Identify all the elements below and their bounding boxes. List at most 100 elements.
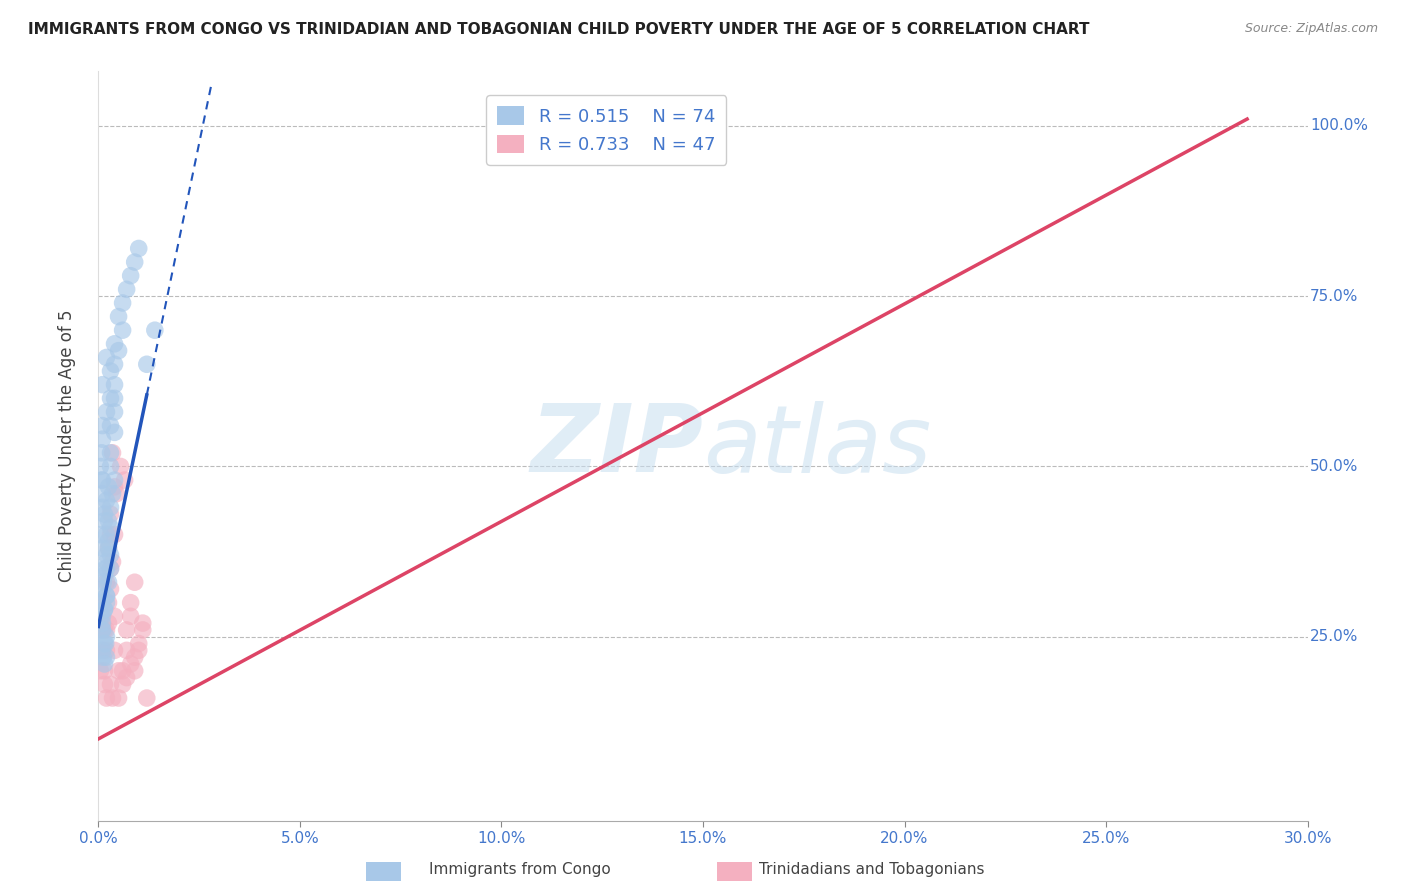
Point bbox=[96, 623, 118, 637]
Point bbox=[91, 575, 114, 590]
Point bbox=[115, 643, 138, 657]
Point bbox=[124, 575, 146, 590]
Point bbox=[93, 636, 115, 650]
Point bbox=[90, 609, 112, 624]
Point bbox=[110, 459, 132, 474]
Point bbox=[96, 351, 118, 365]
Point bbox=[91, 582, 114, 596]
Text: 100.0%: 100.0% bbox=[1310, 119, 1368, 133]
Point bbox=[120, 609, 142, 624]
Point bbox=[93, 568, 115, 582]
Point bbox=[128, 242, 150, 256]
Point bbox=[100, 561, 122, 575]
Point bbox=[114, 473, 136, 487]
Point bbox=[89, 596, 111, 610]
Point bbox=[107, 691, 129, 706]
Text: 25.0%: 25.0% bbox=[1310, 629, 1358, 644]
Point bbox=[97, 596, 120, 610]
Legend: R = 0.515    N = 74, R = 0.733    N = 47: R = 0.515 N = 74, R = 0.733 N = 47 bbox=[486, 95, 725, 165]
Point bbox=[103, 609, 125, 624]
Point bbox=[96, 493, 118, 508]
Point bbox=[91, 623, 114, 637]
Point bbox=[96, 589, 118, 603]
Text: ZIP: ZIP bbox=[530, 400, 703, 492]
Text: 75.0%: 75.0% bbox=[1310, 289, 1358, 303]
Point bbox=[97, 616, 120, 631]
Point bbox=[93, 664, 115, 678]
Point bbox=[91, 623, 114, 637]
Point bbox=[105, 486, 128, 500]
Point bbox=[97, 541, 120, 556]
Point bbox=[103, 405, 125, 419]
Text: IMMIGRANTS FROM CONGO VS TRINIDADIAN AND TOBAGONIAN CHILD POVERTY UNDER THE AGE : IMMIGRANTS FROM CONGO VS TRINIDADIAN AND… bbox=[28, 22, 1090, 37]
Point bbox=[96, 691, 118, 706]
Point bbox=[91, 616, 114, 631]
Point bbox=[100, 527, 122, 541]
Point bbox=[100, 582, 122, 596]
Point bbox=[100, 446, 122, 460]
Point bbox=[103, 336, 125, 351]
Point bbox=[120, 657, 142, 671]
Point bbox=[97, 541, 120, 556]
Point bbox=[135, 357, 157, 371]
Point bbox=[96, 650, 118, 665]
Point bbox=[93, 602, 115, 616]
Point bbox=[93, 514, 115, 528]
Point bbox=[91, 643, 114, 657]
Point bbox=[91, 596, 114, 610]
Point bbox=[124, 664, 146, 678]
Point bbox=[115, 282, 138, 296]
Point bbox=[97, 534, 120, 549]
Point bbox=[103, 527, 125, 541]
Text: atlas: atlas bbox=[703, 401, 931, 491]
Point bbox=[103, 392, 125, 406]
Point bbox=[91, 377, 114, 392]
Point bbox=[124, 650, 146, 665]
Point bbox=[100, 521, 122, 535]
Point bbox=[96, 548, 118, 562]
Point bbox=[100, 500, 122, 515]
Point bbox=[120, 596, 142, 610]
Point bbox=[91, 500, 114, 515]
Point bbox=[89, 609, 111, 624]
Point bbox=[111, 323, 134, 337]
Point bbox=[100, 364, 122, 378]
Point bbox=[103, 643, 125, 657]
Point bbox=[103, 357, 125, 371]
Point bbox=[100, 459, 122, 474]
Point bbox=[91, 643, 114, 657]
Point bbox=[91, 432, 114, 446]
Point bbox=[101, 555, 124, 569]
Point bbox=[101, 691, 124, 706]
Point bbox=[97, 575, 120, 590]
Text: Trinidadians and Tobagonians: Trinidadians and Tobagonians bbox=[759, 863, 984, 877]
Point bbox=[91, 418, 114, 433]
Point bbox=[100, 418, 122, 433]
Point bbox=[93, 623, 115, 637]
Point bbox=[94, 561, 117, 575]
Point bbox=[135, 691, 157, 706]
Point bbox=[96, 630, 118, 644]
Point bbox=[96, 589, 118, 603]
Point bbox=[124, 255, 146, 269]
Point bbox=[100, 677, 122, 691]
Point bbox=[107, 664, 129, 678]
Point bbox=[96, 555, 118, 569]
Point bbox=[103, 377, 125, 392]
Point bbox=[100, 548, 122, 562]
Point bbox=[96, 643, 118, 657]
Point bbox=[96, 596, 118, 610]
Point bbox=[96, 561, 118, 575]
Point bbox=[107, 310, 129, 324]
Point bbox=[115, 623, 138, 637]
Point bbox=[96, 405, 118, 419]
Point bbox=[115, 671, 138, 685]
Point bbox=[90, 473, 112, 487]
Point bbox=[100, 507, 122, 521]
Point bbox=[89, 664, 111, 678]
Point bbox=[103, 480, 125, 494]
Text: 50.0%: 50.0% bbox=[1310, 459, 1358, 474]
Point bbox=[128, 636, 150, 650]
Point bbox=[91, 541, 114, 556]
Point bbox=[97, 480, 120, 494]
